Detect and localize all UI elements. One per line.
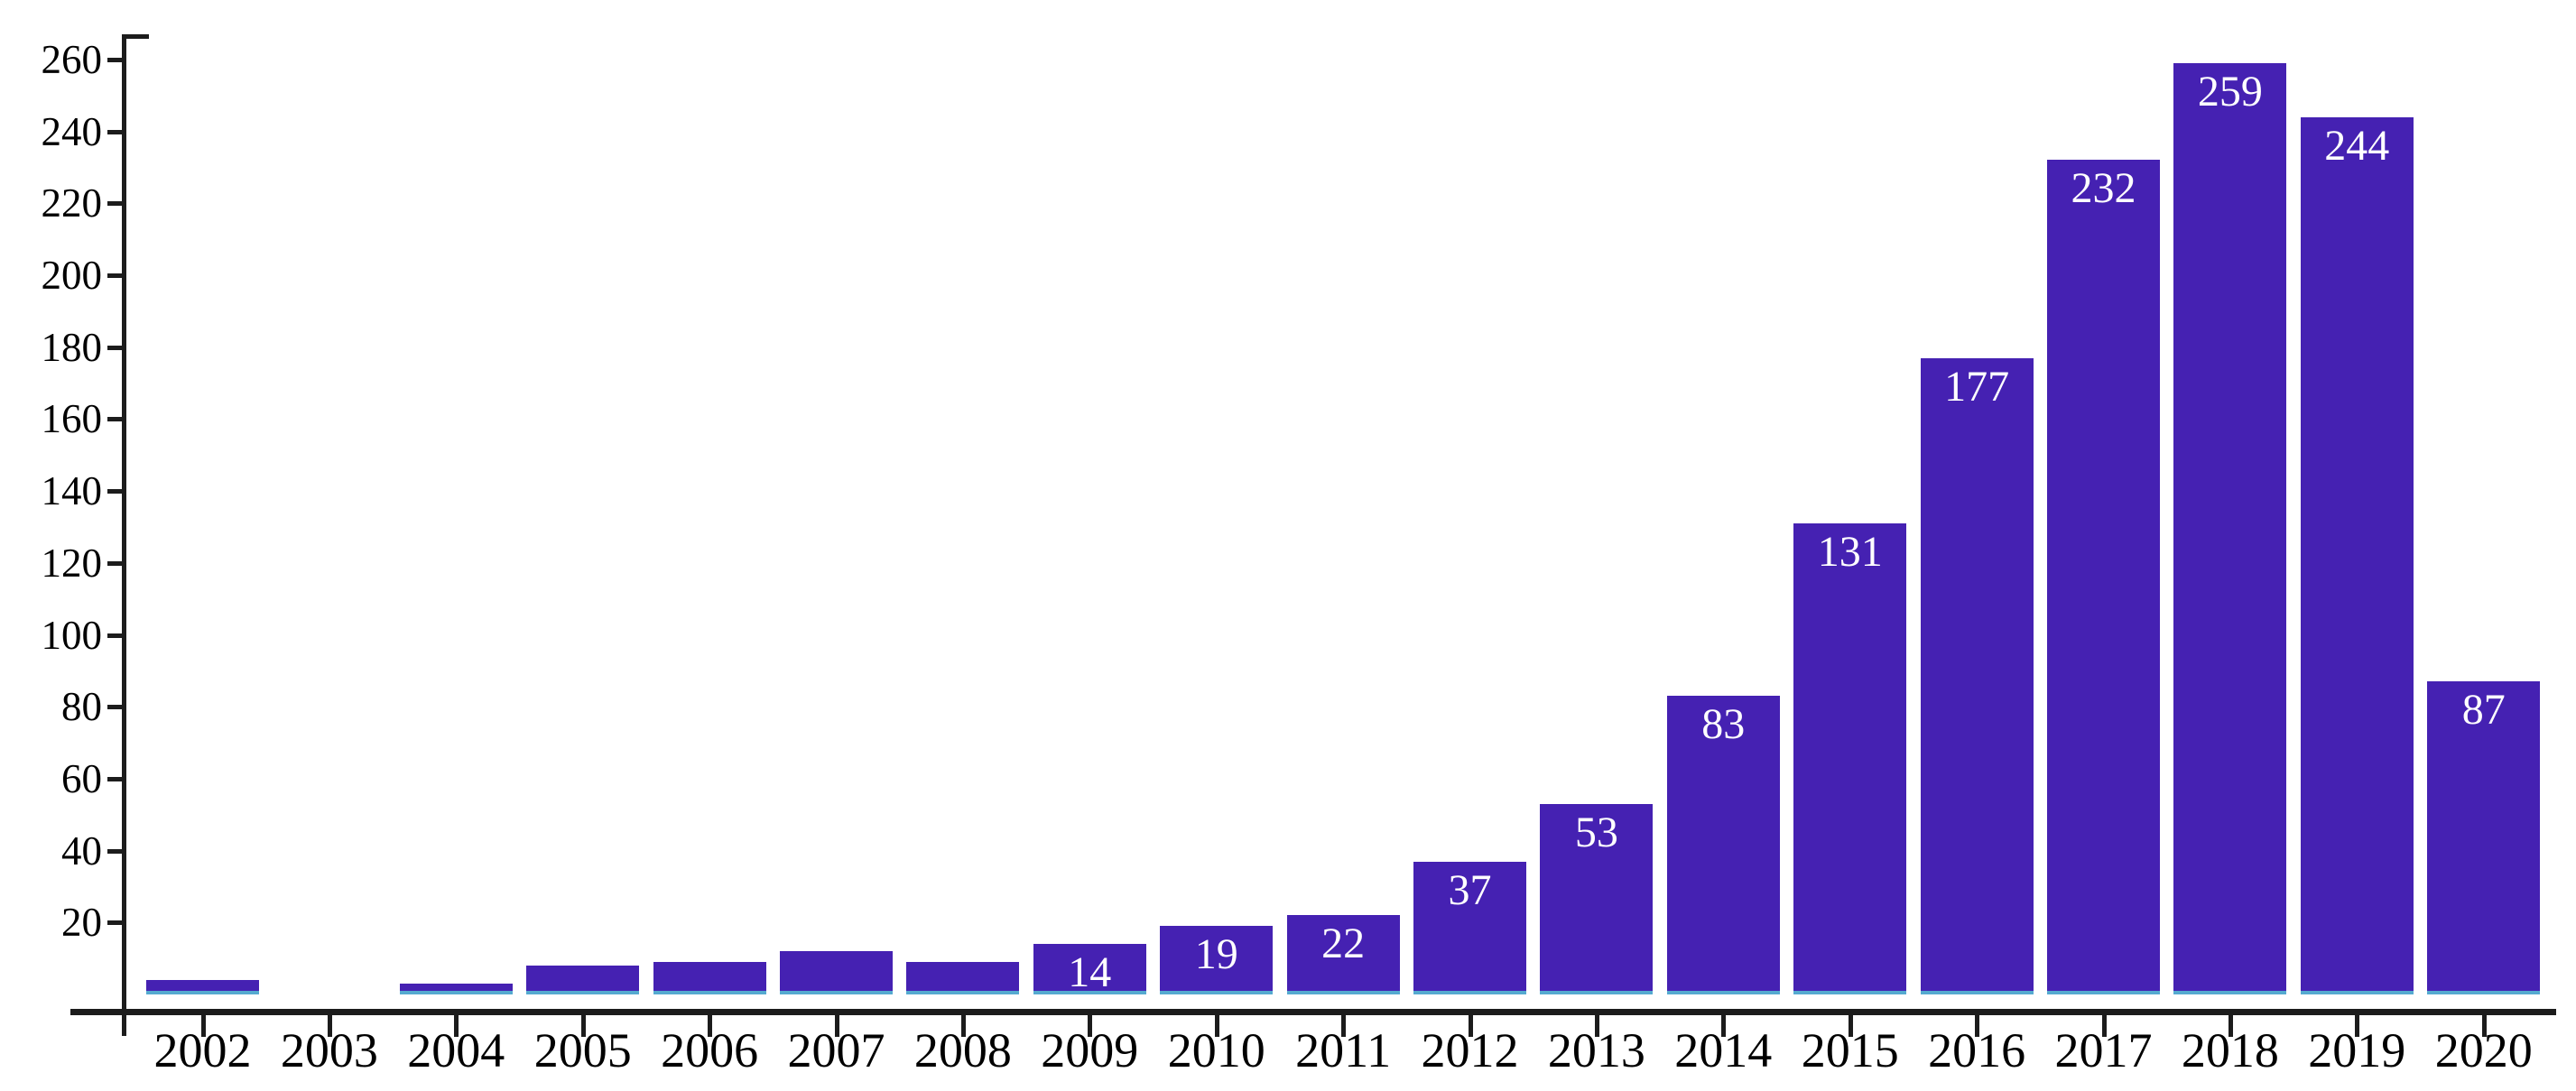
y-tick [107,57,122,62]
bar-value-label: 87 [2461,686,2506,735]
x-tick-label: 2002 [153,1023,252,1077]
x-tick-label: 2020 [2434,1023,2533,1077]
bar-value-label: 232 [2071,164,2136,213]
y-tick [107,201,122,207]
y-tick [107,776,122,781]
x-tick-label: 2006 [661,1023,759,1077]
x-tick [2355,1013,2360,1037]
bar-2014: 83 [1666,696,1780,994]
x-tick [2228,1013,2233,1037]
bar-value-label: 14 [1068,948,1112,997]
bar-2019: 244 [2300,116,2414,994]
bar-value-label: 22 [1321,920,1366,968]
y-tick-label: 240 [41,108,103,154]
y-tick [107,129,122,134]
x-tick [1721,1013,1727,1037]
bar-value-label: 244 [2324,121,2390,170]
bar-2018: 259 [2173,62,2287,994]
x-tick [327,1013,332,1037]
bar-2016: 177 [1920,357,2034,994]
x-tick-label: 2009 [1041,1023,1139,1077]
x-tick [454,1013,459,1037]
bar-2012: 37 [1413,861,1526,994]
bar-2020: 87 [2427,681,2541,994]
x-tick-label: 2016 [1928,1023,2026,1077]
bar-2010: 19 [1160,926,1274,994]
y-tick [107,848,122,854]
y-tick [107,633,122,638]
y-tick [107,560,122,566]
y-axis-top-cap [122,34,149,39]
x-tick [1848,1013,1853,1037]
bar-2007 [780,951,893,994]
x-tick [834,1013,839,1037]
bar-2009: 14 [1033,944,1146,997]
x-tick-label: 2017 [2054,1023,2153,1077]
x-tick-label: 2015 [1801,1023,1899,1077]
y-tick [107,345,122,350]
y-tick [107,705,122,710]
x-tick-label: 2005 [533,1023,632,1077]
bar-value-label: 259 [2197,67,2263,116]
x-tick-label: 2011 [1295,1023,1392,1077]
x-tick [1214,1013,1219,1037]
y-tick [107,273,122,278]
bar-value-label: 19 [1194,930,1238,979]
y-tick-label: 180 [41,324,103,370]
y-tick-label: 20 [61,900,102,946]
y-tick-label: 160 [41,396,103,442]
y-tick-label: 100 [41,612,103,658]
x-tick-label: 2008 [913,1023,1012,1077]
x-tick [2481,1013,2487,1037]
bar-2004 [399,984,513,994]
bar-value-label: 37 [1448,865,1492,914]
bar-value-label: 177 [1944,362,2010,411]
y-tick-label: 140 [41,468,103,514]
x-tick [708,1013,713,1037]
bar-2013: 53 [1540,803,1654,994]
x-tick-label: 2014 [1674,1023,1773,1077]
x-tick-label: 2004 [407,1023,505,1077]
y-tick-label: 40 [61,827,102,874]
x-tick [1594,1013,1599,1037]
x-tick [2101,1013,2107,1037]
y-tick-label: 200 [41,253,103,298]
x-tick [580,1013,586,1037]
y-axis-line [122,34,126,1036]
bar-2006 [653,962,766,994]
bar-2017: 232 [2047,160,2160,994]
bar-2008 [906,962,1020,994]
x-tick [1468,1013,1473,1037]
y-tick-label: 220 [41,180,103,227]
y-tick-label: 60 [61,755,102,801]
x-tick [1088,1013,1093,1037]
x-tick-label: 2003 [280,1023,378,1077]
bar-2002 [146,980,259,994]
bar-value-label: 53 [1574,808,1618,856]
bar-2011: 22 [1286,915,1400,994]
x-tick [960,1013,966,1037]
y-tick [107,417,122,422]
bar-2015: 131 [1793,522,1907,994]
x-axis-line [70,1009,2556,1015]
x-tick-label: 2007 [787,1023,885,1077]
x-tick-label: 2012 [1421,1023,1519,1077]
bar-value-label: 83 [1701,700,1746,749]
x-tick-label: 2013 [1547,1023,1645,1077]
x-tick-label: 2019 [2308,1023,2406,1077]
x-tick [200,1013,206,1037]
y-tick-label: 80 [61,684,102,730]
x-tick [1975,1013,1980,1037]
x-tick-label: 2010 [1167,1023,1265,1077]
x-tick-label: 2018 [2181,1023,2279,1077]
y-tick [107,920,122,926]
bar-value-label: 131 [1817,527,1883,576]
y-tick-label: 260 [41,36,103,82]
y-tick-label: 120 [41,540,103,586]
x-tick [1341,1013,1347,1037]
bar-2005 [526,966,640,994]
y-tick [107,489,122,495]
